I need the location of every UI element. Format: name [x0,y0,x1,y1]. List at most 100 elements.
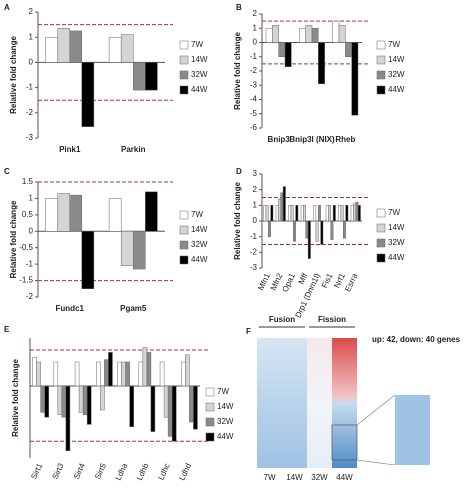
bar [353,203,356,222]
bar [307,220,311,259]
bar [282,186,286,222]
category-label: Fundc1 [56,304,85,313]
bar [96,361,101,387]
legend-swatch [205,417,215,427]
y-tick-label: 0.5 [22,210,34,219]
bar [129,385,134,428]
category-label: Opa1 [281,271,298,293]
bar [108,198,122,232]
category-label: Bnip3l (NIX) [289,135,335,144]
category-label: Rheb [335,135,355,144]
bar [340,205,344,222]
bar [357,205,361,222]
y-tick-label: 2 [29,7,34,16]
legend-label: 7W [191,210,203,219]
bar [343,220,346,239]
bar [350,205,354,222]
panel-label: D [236,167,242,176]
legend-label: 44W [388,253,405,262]
bar [44,385,49,418]
bar [65,385,71,452]
legend-label: 14W [388,223,405,232]
bar [351,42,359,116]
y-tick-label: -6 [250,123,258,132]
legend-swatch [376,85,386,95]
panel-label: E [4,325,10,334]
legend-label: 14W [217,402,234,411]
bar [57,28,71,63]
legend-label: 44W [388,85,405,94]
legend-label: 44W [217,432,234,441]
legend-swatch [376,208,386,218]
bar [193,385,198,430]
y-tick-label: 0 [29,226,34,235]
category-label: Ldhc [156,462,171,482]
bar [275,205,279,222]
bar [138,361,144,387]
legend-label: 7W [388,208,400,217]
bar [86,385,92,425]
bar [32,356,37,387]
legend-label: 7W [191,40,203,49]
y-tick-label: 1.5 [22,177,34,186]
bar [120,231,134,267]
bar [268,220,271,237]
y-tick-label: -2 [250,66,258,75]
bar [145,191,158,232]
bar [280,192,284,222]
bar [332,205,336,222]
y-axis-title: Relative fold change [9,36,18,114]
y-tick-label: -0.5 [19,243,33,252]
bar [81,62,95,127]
bar [345,42,352,57]
bar [303,205,306,222]
legend-label: 32W [191,240,208,249]
zoom-source [331,424,358,461]
bar [318,205,321,222]
y-tick-label: 1 [253,200,258,209]
bar [117,361,122,387]
category-label: Sirt1 [29,461,44,480]
bar [171,385,177,442]
bar [293,220,296,242]
bar [133,62,146,91]
bar [265,28,273,43]
zoom-panel [395,395,430,465]
zoom-line [356,394,396,426]
bar [57,385,63,416]
bar [338,205,342,222]
y-tick-label: -1 [250,52,258,61]
bar [278,198,281,222]
bar [263,205,267,222]
bar [69,30,83,63]
y-tick-label: -5 [250,109,258,118]
y-axis-title: Relative fold change [11,359,20,437]
heatmap-column [257,338,282,468]
y-axis-title: Relative fold change [9,200,18,278]
y-tick-label: 1 [29,32,34,41]
bar [299,28,306,43]
bar [36,361,41,387]
y-tick-label: 1 [253,23,258,32]
legend-swatch [376,70,386,80]
y-tick-label: 0 [253,38,258,47]
bar [125,361,130,387]
bar [278,42,286,57]
legend-label: 7W [217,387,229,396]
bar [320,220,324,245]
bar [167,385,173,437]
legend-label: 14W [191,55,208,64]
bar [45,36,58,63]
category-label: Pink1 [59,145,81,154]
bar [305,25,313,43]
legend-swatch [179,70,189,80]
bar [345,205,349,222]
heatmap-column [307,338,332,468]
heatmap-column [282,338,307,468]
bar [133,231,146,270]
category-label: Bnip3 [268,135,291,144]
bar [121,361,126,387]
y-axis-title: Relative fold change [233,182,242,260]
y-tick-label: 1 [29,194,34,203]
